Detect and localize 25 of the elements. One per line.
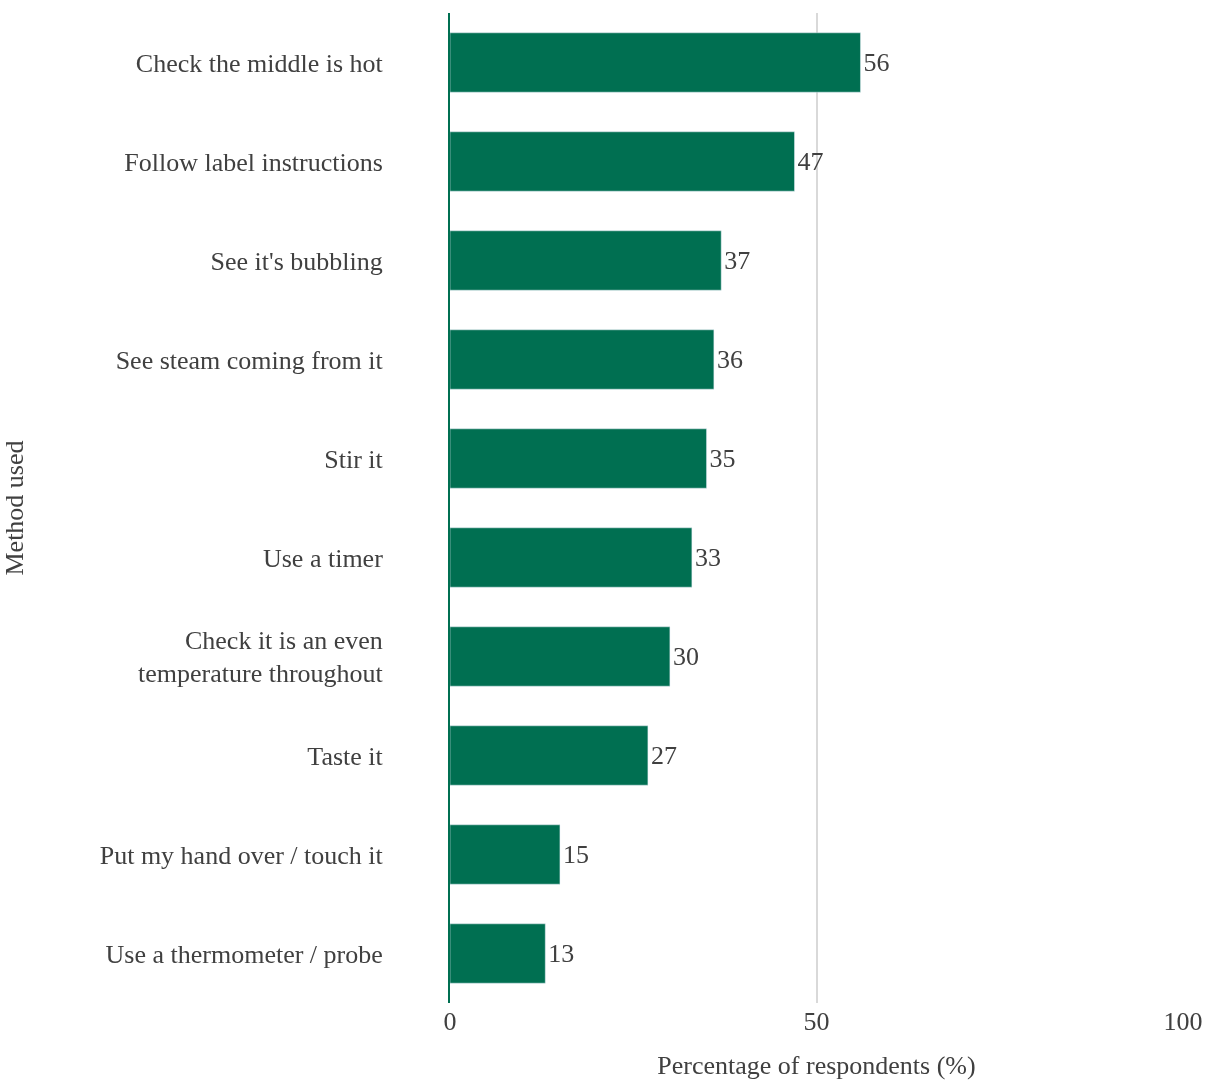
data-label: 36 xyxy=(716,345,743,374)
data-label: 37 xyxy=(724,246,751,275)
y-axis-title: Method used xyxy=(0,440,29,576)
data-label: 27 xyxy=(650,741,677,770)
data-label: 35 xyxy=(709,444,736,473)
y-tick-label: Check it is an even temperature throughout xyxy=(138,625,384,689)
data-label: 33 xyxy=(694,543,721,572)
y-tick-label: Use a thermometer / probe xyxy=(105,939,383,969)
y-tick-label: Stir it xyxy=(324,444,384,474)
data-label: 56 xyxy=(863,48,890,77)
x-tick-label: 0 xyxy=(443,1007,457,1036)
y-tick-label: See steam coming from it xyxy=(115,345,384,375)
y-tick-label: Follow label instructions xyxy=(124,147,383,177)
y-tick-label: Taste it xyxy=(307,741,384,771)
x-axis-title: Percentage of respondents (%) xyxy=(657,1050,976,1080)
data-label: 13 xyxy=(548,939,575,968)
x-tick-label: 100 xyxy=(1163,1007,1203,1036)
y-tick-label: Check the middle is hot xyxy=(135,48,384,78)
y-tick-label: Use a timer xyxy=(262,543,384,573)
y-tick-label: See it's bubbling xyxy=(210,246,383,276)
data-label: 30 xyxy=(672,642,699,671)
data-label: 15 xyxy=(562,840,589,869)
data-label: 47 xyxy=(797,147,824,176)
x-tick-label: 50 xyxy=(803,1007,830,1036)
y-tick-label: Put my hand over / touch it xyxy=(99,840,384,870)
